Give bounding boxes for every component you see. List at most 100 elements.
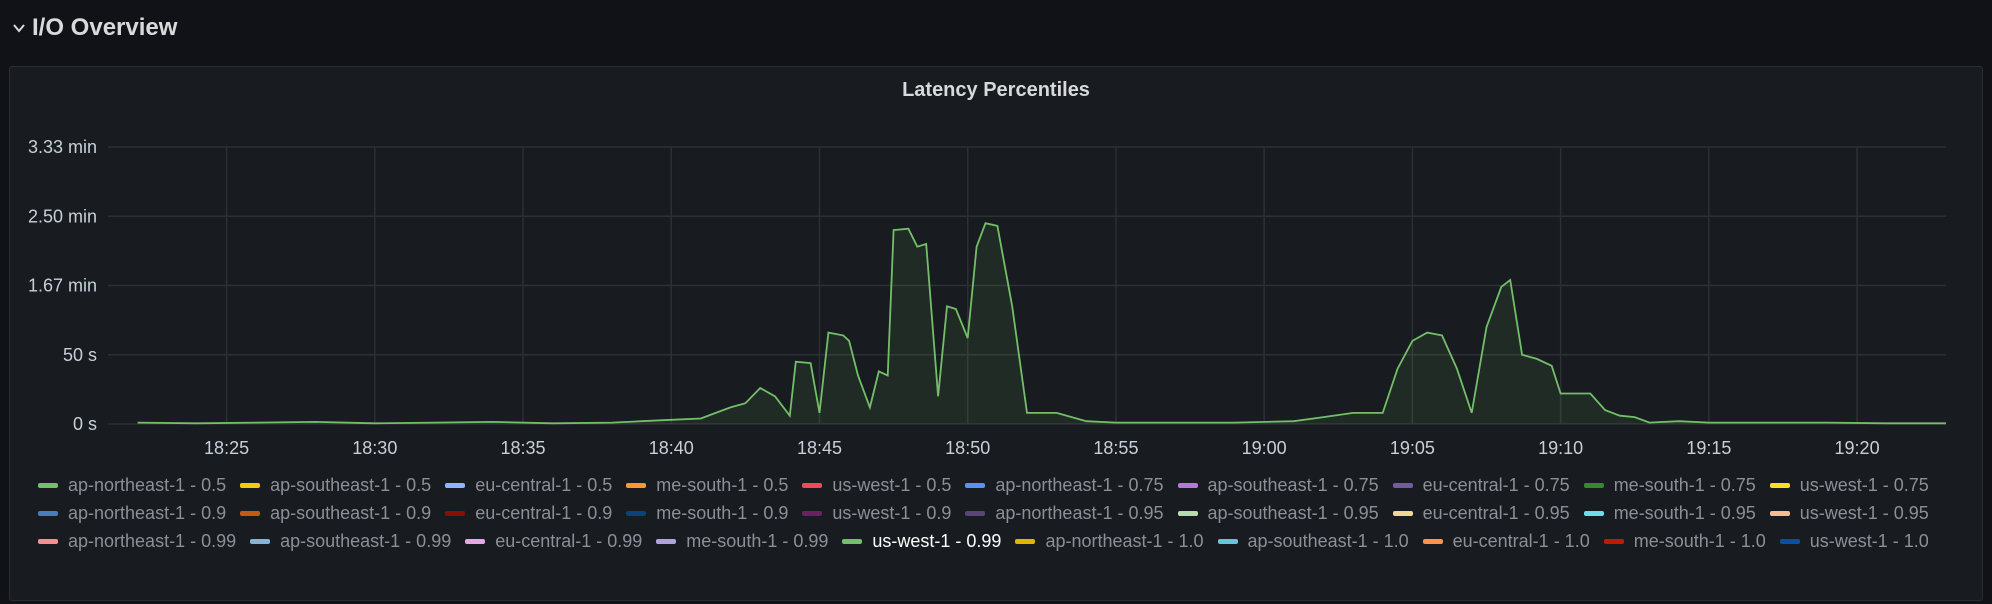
legend-item[interactable]: ap-southeast-1 - 0.9	[240, 499, 431, 527]
legend-swatch-icon	[240, 482, 261, 488]
legend-item[interactable]: ap-northeast-1 - 0.75	[965, 471, 1164, 499]
y-axis: 0 s 50 s 1.67 min 2.50 min 3.33 min	[28, 137, 97, 434]
legend-item[interactable]: ap-northeast-1 - 0.95	[965, 499, 1164, 527]
legend-item[interactable]: me-south-1 - 0.5	[626, 471, 788, 499]
x-tick-label: 18:55	[1093, 438, 1138, 458]
chart-grid	[108, 146, 1946, 425]
legend-swatch-icon	[38, 538, 58, 544]
legend-swatch-icon	[1779, 538, 1800, 544]
legend-label: me-south-1 - 0.99	[686, 530, 829, 551]
legend-swatch-icon	[965, 482, 986, 488]
legend-item[interactable]: eu-central-1 - 1.0	[1422, 527, 1590, 555]
legend-label: eu-central-1 - 1.0	[1452, 530, 1590, 551]
legend-label: eu-central-1 - 0.5	[475, 474, 613, 495]
legend-label: ap-northeast-1 - 0.95	[995, 502, 1164, 523]
legend-item[interactable]: ap-northeast-1 - 0.99	[38, 527, 236, 555]
legend-label: ap-northeast-1 - 0.9	[68, 502, 227, 523]
legend-swatch-icon	[38, 482, 58, 488]
x-tick-label: 19:20	[1835, 438, 1880, 458]
legend-swatch-icon	[1177, 482, 1198, 488]
legend-swatch-icon	[1603, 538, 1624, 544]
legend-label: me-south-1 - 0.95	[1613, 502, 1756, 523]
legend-item[interactable]: eu-central-1 - 0.99	[465, 527, 642, 555]
legend-label: ap-southeast-1 - 0.9	[270, 502, 432, 523]
latency-panel: Latency Percentiles ap-northeast-1 - 0.5…	[9, 66, 1983, 601]
legend-label: us-west-1 - 1.0	[1809, 530, 1929, 551]
legend-item[interactable]: us-west-1 - 1.0	[1779, 527, 1929, 555]
legend-item[interactable]: eu-central-1 - 0.9	[445, 499, 612, 527]
y-tick-label: 1.67 min	[28, 276, 97, 296]
legend-item[interactable]: ap-southeast-1 - 1.0	[1217, 527, 1409, 555]
x-tick-label: 18:30	[352, 438, 397, 458]
panel-title[interactable]: Latency Percentiles	[902, 79, 1090, 101]
legend-item[interactable]: eu-central-1 - 0.75	[1392, 471, 1570, 499]
legend-item[interactable]: ap-northeast-1 - 0.9	[38, 499, 226, 527]
legend-swatch-icon	[965, 510, 986, 516]
x-tick-label: 18:35	[501, 438, 546, 458]
legend-swatch-icon	[1583, 482, 1604, 488]
legend-item[interactable]: eu-central-1 - 0.5	[445, 471, 612, 499]
legend-swatch-icon	[1422, 538, 1443, 544]
legend-item[interactable]: us-west-1 - 0.95	[1769, 499, 1929, 527]
legend-label: us-west-1 - 0.95	[1799, 502, 1929, 523]
x-tick-label: 19:00	[1242, 438, 1287, 458]
legend-label: us-west-1 - 0.99	[872, 530, 1002, 551]
y-tick-label: 2.50 min	[28, 206, 97, 226]
legend-item[interactable]: eu-central-1 - 0.95	[1392, 499, 1570, 527]
y-tick-label: 50 s	[63, 345, 97, 365]
legend-item[interactable]: me-south-1 - 1.0	[1603, 527, 1766, 555]
legend-swatch-icon	[445, 510, 466, 516]
legend-item[interactable]: ap-northeast-1 - 0.5	[38, 471, 226, 499]
legend-label: us-west-1 - 0.5	[832, 474, 952, 495]
legend-label: ap-northeast-1 - 1.0	[1045, 530, 1204, 551]
x-axis: 18:25 18:30 18:35 18:40 18:45 18:50 18:55 19:00…	[204, 438, 1880, 458]
legend-item[interactable]: us-west-1 - 0.99	[842, 527, 1001, 555]
y-tick-label: 3.33 min	[28, 137, 97, 157]
legend-swatch-icon	[240, 510, 261, 516]
legend-swatch-icon	[842, 538, 863, 544]
plot-area	[137, 222, 1947, 425]
chart-legend: ap-northeast-1 - 0.5 ap-southeast-1 - 0.5…	[38, 471, 1968, 555]
chevron-down-icon	[13, 24, 25, 33]
legend-label: me-south-1 - 0.9	[656, 502, 789, 523]
legend-label: eu-central-1 - 0.75	[1422, 474, 1570, 495]
row-title: I/O Overview	[32, 14, 178, 41]
legend-swatch-icon	[38, 510, 58, 516]
legend-item[interactable]: ap-southeast-1 - 0.75	[1177, 471, 1379, 499]
series-line[interactable]	[137, 222, 1946, 425]
legend-item[interactable]: us-west-1 - 0.75	[1769, 471, 1929, 499]
legend-item[interactable]: me-south-1 - 0.99	[656, 527, 828, 555]
legend-item[interactable]: me-south-1 - 0.95	[1583, 499, 1756, 527]
row-collapse-toggle[interactable]: I/O Overview	[12, 10, 177, 46]
legend-swatch-icon	[1015, 538, 1036, 544]
x-tick-label: 19:15	[1686, 438, 1731, 458]
legend-swatch-icon	[802, 510, 823, 516]
legend-label: ap-southeast-1 - 0.75	[1207, 474, 1379, 495]
legend-swatch-icon	[1769, 482, 1790, 488]
legend-item[interactable]: us-west-1 - 0.5	[802, 471, 951, 499]
legend-label: ap-southeast-1 - 1.0	[1247, 530, 1409, 551]
legend-label: ap-southeast-1 - 0.99	[280, 530, 452, 551]
legend-label: eu-central-1 - 0.9	[475, 502, 613, 523]
legend-item[interactable]: me-south-1 - 0.9	[626, 499, 788, 527]
y-tick-label: 0 s	[73, 414, 97, 434]
legend-swatch-icon	[1583, 510, 1604, 516]
legend-item[interactable]: ap-northeast-1 - 1.0	[1015, 527, 1204, 555]
legend-swatch-icon	[445, 482, 466, 488]
legend-item[interactable]: ap-southeast-1 - 0.95	[1177, 499, 1379, 527]
legend-swatch-icon	[250, 538, 271, 544]
legend-item[interactable]: me-south-1 - 0.75	[1583, 471, 1756, 499]
legend-label: me-south-1 - 0.5	[656, 474, 789, 495]
legend-item[interactable]: ap-southeast-1 - 0.99	[250, 527, 451, 555]
legend-label: ap-northeast-1 - 0.5	[68, 474, 227, 495]
x-tick-label: 19:10	[1538, 438, 1583, 458]
legend-label: ap-southeast-1 - 0.95	[1207, 502, 1379, 523]
legend-swatch-icon	[1392, 510, 1413, 516]
x-tick-label: 18:45	[797, 438, 842, 458]
legend-item[interactable]: ap-southeast-1 - 0.5	[240, 471, 431, 499]
legend-swatch-icon	[1217, 538, 1238, 544]
legend-label: me-south-1 - 0.75	[1613, 474, 1756, 495]
legend-item[interactable]: us-west-1 - 0.9	[802, 499, 951, 527]
legend-label: us-west-1 - 0.75	[1799, 474, 1929, 495]
